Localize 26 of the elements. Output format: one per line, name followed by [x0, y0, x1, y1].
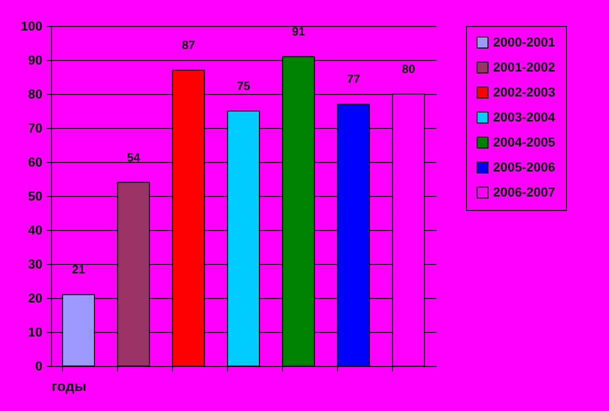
- legend-label: 2006-2007: [493, 184, 556, 200]
- data-label: 91: [292, 24, 306, 39]
- x-axis-title: годы: [52, 378, 86, 394]
- data-label: 87: [182, 38, 196, 52]
- y-tick-label: 30: [28, 256, 42, 272]
- legend-label: 2004-2005: [493, 134, 556, 150]
- y-tick-label: 50: [28, 188, 42, 204]
- legend-label: 2001-2002: [493, 60, 556, 74]
- y-tick-label: 60: [28, 154, 42, 170]
- data-label: 75: [236, 79, 250, 93]
- legend-label: 2000-2001: [493, 34, 556, 50]
- y-tick-label: 70: [28, 120, 42, 136]
- data-label: 54: [126, 150, 140, 164]
- y-tick-label: 80: [28, 86, 42, 102]
- y-tick-label: 90: [28, 52, 42, 68]
- legend-label: 2002-2003: [493, 84, 556, 100]
- data-label: 21: [72, 262, 86, 277]
- legend-label: 2003-2004: [493, 110, 556, 124]
- data-label: 77: [346, 72, 360, 86]
- y-tick-label: 40: [28, 222, 42, 238]
- y-tick-label: 0: [35, 358, 42, 374]
- legend-label: 2005-2006: [493, 160, 556, 174]
- y-tick-label: 20: [28, 290, 42, 306]
- y-tick-label: 100: [20, 18, 42, 34]
- y-tick-label: 10: [28, 324, 42, 340]
- data-label: 80: [402, 62, 416, 76]
